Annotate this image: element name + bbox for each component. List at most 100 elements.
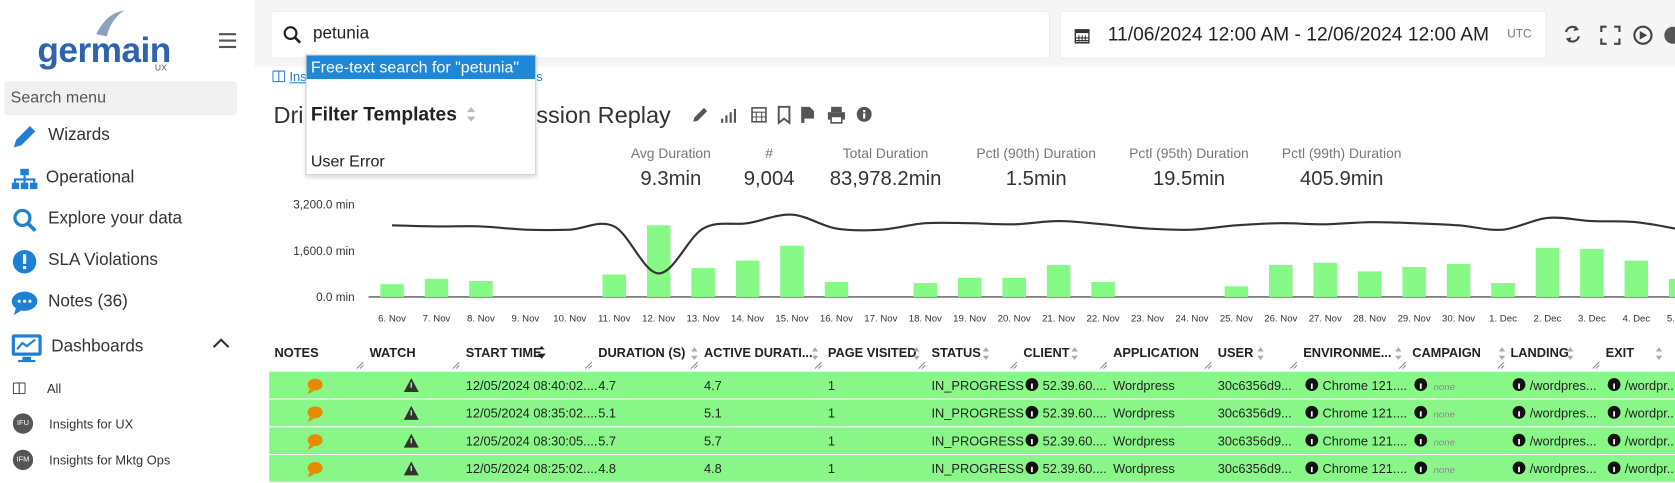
table-cell: 5.1 — [598, 406, 616, 421]
hamburger[interactable] — [218, 32, 237, 49]
stat-label: Avg Duration — [630, 145, 711, 162]
x-tick-label: 8. Nov — [467, 314, 495, 325]
dropdown-option[interactable]: User Error — [310, 152, 385, 171]
breadcrumb-link[interactable]: Ins — [289, 69, 307, 85]
table-cell: /wordpres... — [1530, 433, 1597, 448]
icon-notes — [11, 291, 38, 316]
table-cell: 4.8 — [598, 461, 616, 476]
table-row — [269, 399, 1675, 427]
sort-indicator — [691, 347, 698, 360]
icon-all — [12, 382, 26, 395]
notes-icon-tail — [307, 388, 315, 395]
stat-label: # — [765, 145, 773, 162]
x-tick-label: 17. Nov — [864, 314, 897, 325]
title-toolbar[interactable] — [690, 104, 872, 128]
table-row — [269, 427, 1675, 455]
menu-item[interactable]: Notes (36) — [48, 292, 128, 311]
menu-item[interactable]: Operational — [45, 168, 135, 187]
sidebar: germain UX Search menu Wizards Operation… — [0, 0, 246, 483]
table-cell: 5.1 — [704, 406, 722, 421]
dropdown-option-active[interactable]: Free-text search for "petunia" — [306, 55, 536, 80]
stat-value: 1.5min — [1005, 167, 1067, 191]
table-cell: 1 — [828, 378, 835, 393]
dashboard-item[interactable]: Insights for Mktg Ops — [49, 452, 171, 468]
x-tick-label: 2. Dec — [1534, 314, 1562, 325]
dashboard-item[interactable]: All — [47, 381, 62, 397]
menu-item[interactable]: Explore your data — [48, 209, 183, 228]
info-icon-mark — [1518, 411, 1520, 417]
sort-indicator — [811, 347, 819, 360]
bar — [1046, 264, 1071, 297]
breadcrumb-link[interactable]: s — [536, 69, 543, 85]
dashboard-item[interactable]: Insights for UX — [49, 416, 134, 432]
bar — [1580, 248, 1604, 297]
sort-arrows — [466, 106, 476, 122]
column-header: ACTIVE DURATI... — [704, 345, 813, 360]
table-cell: none — [1434, 410, 1455, 421]
column-header: USER — [1218, 345, 1254, 360]
table-cell: IN_PROGRESS — [932, 461, 1024, 476]
column-header: LANDING — [1510, 345, 1568, 360]
table-cell: 12/05/2024 08:30:05.... — [466, 433, 598, 448]
resize-handle — [918, 361, 926, 369]
search-box[interactable]: petunia — [270, 10, 1051, 59]
menu-item[interactable]: Dashboards — [51, 337, 144, 356]
notes-icon-tail — [307, 472, 315, 478]
resize-handle — [690, 361, 698, 369]
table-cell: 5.7 — [598, 433, 616, 448]
info-icon-mark — [1419, 439, 1422, 445]
top-icons — [1564, 25, 1675, 45]
table-cell: /wordpres... — [1530, 406, 1597, 421]
table-cell: 4.7 — [598, 378, 616, 393]
x-tick-label: 22. Nov — [1087, 314, 1120, 325]
date-range[interactable]: 11/06/2024 12:00 AM - 12/06/2024 12:00 A… — [1059, 10, 1547, 59]
bar — [1091, 282, 1115, 297]
bar — [691, 268, 715, 297]
y-tick-label: 0.0 min — [316, 291, 355, 304]
table-cell: Wordpress — [1113, 433, 1175, 448]
x-tick-label: 27. Nov — [1309, 314, 1342, 325]
info-icon-mark — [1613, 439, 1615, 445]
table-cell: 4.7 — [704, 378, 722, 393]
menu-item[interactable]: SLA Violations — [48, 251, 158, 270]
table-cell: /wordpr... — [1625, 461, 1675, 476]
table-cell: 30c6356d9... — [1218, 433, 1292, 448]
stat-label: Total Duration — [842, 145, 929, 162]
table-cell: 4.8 — [704, 461, 722, 476]
bar — [646, 225, 671, 297]
icon-operational — [11, 168, 38, 190]
x-tick-label: 13. Nov — [687, 314, 720, 325]
notes-icon-tail — [307, 416, 315, 422]
sort-indicator — [982, 347, 990, 360]
table-cell: 52.39.60.... — [1043, 461, 1107, 476]
watch-icon-mark — [410, 382, 413, 388]
table-cell: /wordpres... — [1530, 378, 1597, 393]
info-icon-mark — [1310, 466, 1313, 473]
info-icon-mark — [1518, 466, 1520, 473]
chevron-up[interactable] — [212, 335, 231, 350]
resize-handle — [356, 361, 364, 369]
notes-icon — [307, 406, 323, 419]
column-header: ENVIRONME... — [1303, 345, 1391, 360]
stat-label: Pctl (95th) Duration — [1129, 145, 1249, 162]
watch-icon-mark — [410, 410, 413, 416]
search-dropdown: Free-text search for "petunia" Filter Te… — [305, 54, 537, 176]
menu-search[interactable]: Search menu — [4, 81, 238, 116]
table-cell: /wordpr... — [1625, 406, 1675, 421]
table-cell: 1 — [828, 406, 835, 421]
column-header: APPLICATION — [1113, 345, 1199, 360]
table-cell: 30c6356d9... — [1218, 461, 1292, 476]
x-tick-label: 20. Nov — [998, 314, 1031, 325]
logo[interactable]: germain — [37, 29, 171, 70]
x-tick-label: 9. Nov — [511, 314, 539, 325]
table-cell: none — [1434, 465, 1455, 476]
x-tick-label: 18. Nov — [909, 314, 942, 325]
x-tick-label: 24. Nov — [1175, 314, 1208, 325]
menu-item[interactable]: Wizards — [48, 126, 110, 145]
column-header: EXIT — [1606, 345, 1635, 360]
bar — [1224, 286, 1249, 297]
table-cell: 52.39.60.... — [1043, 378, 1107, 393]
menu-search-placeholder: Search menu — [10, 88, 106, 107]
